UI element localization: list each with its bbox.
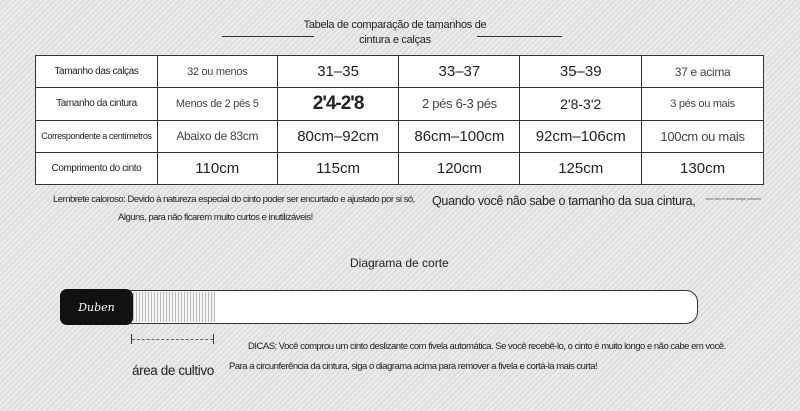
row-label: Tamanho da cintura	[35, 87, 158, 121]
table-cell: 2'8-3'2	[519, 87, 643, 121]
table-cell: 31–35	[276, 54, 400, 89]
title-line-2: cintura e calças	[359, 34, 431, 46]
waist-question: Quando você não sabe o tamanho da sua ci…	[432, 194, 696, 208]
tips-line-2: Para a circunferência da cintura, siga o…	[229, 361, 598, 372]
size-comparison-table: Tamanho das calças 32 ou menos 31–35 33–…	[35, 54, 764, 186]
table-cell: Abaixo de 83cm	[156, 119, 278, 153]
table-cell: 2 pés 6-3 pés	[398, 87, 521, 121]
title-line-1: Tabela de comparação de tamanhos de	[303, 19, 487, 31]
table-cell: 33–37	[398, 54, 521, 89]
table-cell: 2'4-2'8	[276, 87, 400, 121]
table-cell: 100cm ou mais	[641, 119, 764, 153]
tiny-note: uma foto o mais longa possível	[706, 196, 762, 201]
table-cell: 86cm–100cm	[398, 119, 521, 153]
tips-line-1: DICAS: Você comprou um cinto deslizante …	[248, 341, 726, 352]
row-label: Comprimento do cinto	[35, 151, 158, 186]
belt-buckle-logo: Duben	[60, 289, 133, 325]
table-cell: 120cm	[398, 151, 521, 186]
cut-area-measure	[131, 334, 214, 344]
table-row: Tamanho da cintura Menos de 2 pés 5 2'4-…	[35, 87, 764, 121]
table-cell: 32 ou menos	[156, 54, 278, 89]
reminder-line-2: Alguns, para não ficarem muito curtos e …	[118, 212, 313, 223]
table-cell: 125cm	[519, 151, 643, 186]
table-row: Comprimento do cinto 110cm 115cm 120cm 1…	[35, 151, 764, 186]
table-row: Correspondente a centímetros Abaixo de 8…	[35, 119, 764, 153]
diagram-title: Diagrama de corte	[350, 256, 449, 270]
row-label: Correspondente a centímetros	[35, 119, 158, 153]
row-label: Tamanho das calças	[35, 54, 158, 89]
table-cell: 35–39	[519, 54, 643, 89]
table-cell: 80cm–92cm	[276, 119, 400, 153]
page-title: Tabela de comparação de tamanhos de cint…	[300, 18, 490, 48]
table-cell: 37 e acima	[641, 54, 764, 89]
table-row: Tamanho das calças 32 ou menos 31–35 33–…	[35, 54, 764, 89]
table-cell: 115cm	[276, 151, 400, 186]
reminder-line-1: Lembrete caloroso: Devido à natureza esp…	[53, 194, 415, 205]
title-rule-left	[222, 36, 314, 37]
title-rule-right	[477, 36, 562, 37]
table-cell: 92cm–106cm	[519, 119, 643, 153]
cut-area-hatching	[133, 292, 215, 322]
table-cell: 3 pés ou mais	[641, 87, 764, 121]
cut-area-label: área de cultivo	[132, 363, 214, 378]
table-cell: 130cm	[641, 151, 764, 186]
table-cell: Menos de 2 pés 5	[156, 87, 278, 121]
table-cell: 110cm	[156, 151, 278, 186]
